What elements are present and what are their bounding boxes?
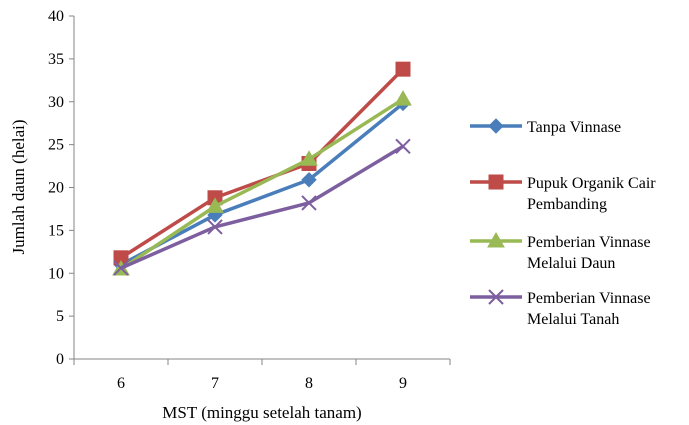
- x-marker-stroke: [488, 289, 504, 305]
- square-marker: [395, 61, 411, 77]
- triangle-marker: [206, 197, 224, 213]
- series-line: [120, 102, 405, 267]
- diamond-marker: [301, 172, 317, 188]
- legend-item-1: Tanpa Vinnase: [470, 118, 621, 136]
- x-tick-labels: 6 7 8 9: [117, 375, 407, 392]
- x-tick-label: 8: [305, 375, 313, 392]
- y-tick-label: 15: [48, 222, 64, 239]
- series-2: [113, 61, 411, 266]
- legend: Tanpa Vinnase Pupuk Organik Cair Pembandin…: [470, 118, 656, 328]
- x-axis-label: MST (minggu setelah tanam): [162, 403, 361, 422]
- x-marker: [113, 260, 129, 276]
- x-marker: [301, 195, 317, 211]
- series-3: [112, 90, 412, 276]
- y-axis-label: Jumlah daun (helai): [9, 119, 28, 254]
- legend-label: Melalui Daun: [527, 255, 615, 272]
- series-4: [113, 138, 411, 276]
- y-tick-labels: 0 5 10 15 20 25 30 35 40: [48, 8, 64, 368]
- x-marker-stroke: [207, 219, 223, 235]
- axes: [69, 15, 451, 365]
- y-tick-label: 20: [48, 180, 64, 197]
- x-tick-label: 9: [399, 375, 407, 392]
- x-marker: [207, 219, 223, 235]
- y-tick-label: 10: [48, 265, 64, 282]
- legend-label: Tanpa Vinnase: [527, 119, 621, 136]
- triangle-marker: [300, 150, 318, 166]
- x-marker-stroke: [301, 195, 317, 211]
- legend-label: Pemberian Vinnase: [527, 234, 651, 251]
- y-tick-label: 40: [48, 8, 64, 25]
- series-line: [120, 97, 404, 271]
- series-layer: [112, 61, 412, 276]
- x-marker: [395, 138, 411, 155]
- y-tick-label: 5: [56, 308, 64, 325]
- x-tick-label: 6: [117, 375, 125, 392]
- series-line: [120, 144, 404, 270]
- legend-label: Pembanding: [527, 196, 607, 213]
- diamond-marker: [488, 118, 504, 134]
- legend-label: Melalui Tanah: [527, 311, 619, 328]
- y-tick-label: 30: [48, 94, 64, 111]
- series-line: [120, 67, 405, 260]
- triangle-marker: [394, 90, 412, 106]
- x-marker-stroke: [395, 138, 411, 155]
- legend-label: Pemberian Vinnase: [527, 290, 651, 307]
- legend-label: Pupuk Organik Cair: [527, 175, 656, 192]
- legend-item-3: Pemberian Vinnase Melalui Daun: [470, 231, 651, 272]
- x-marker: [488, 289, 504, 305]
- x-tick-label: 7: [211, 375, 219, 392]
- square-marker: [488, 174, 504, 190]
- y-tick-label: 35: [48, 51, 64, 68]
- legend-item-2: Pupuk Organik Cair Pembanding: [470, 174, 656, 213]
- triangle-marker: [487, 231, 505, 248]
- x-marker-stroke: [113, 260, 129, 276]
- y-tick-label: 0: [56, 351, 64, 368]
- legend-item-4: Pemberian Vinnase Melalui Tanah: [470, 289, 651, 328]
- y-tick-label: 25: [48, 137, 64, 154]
